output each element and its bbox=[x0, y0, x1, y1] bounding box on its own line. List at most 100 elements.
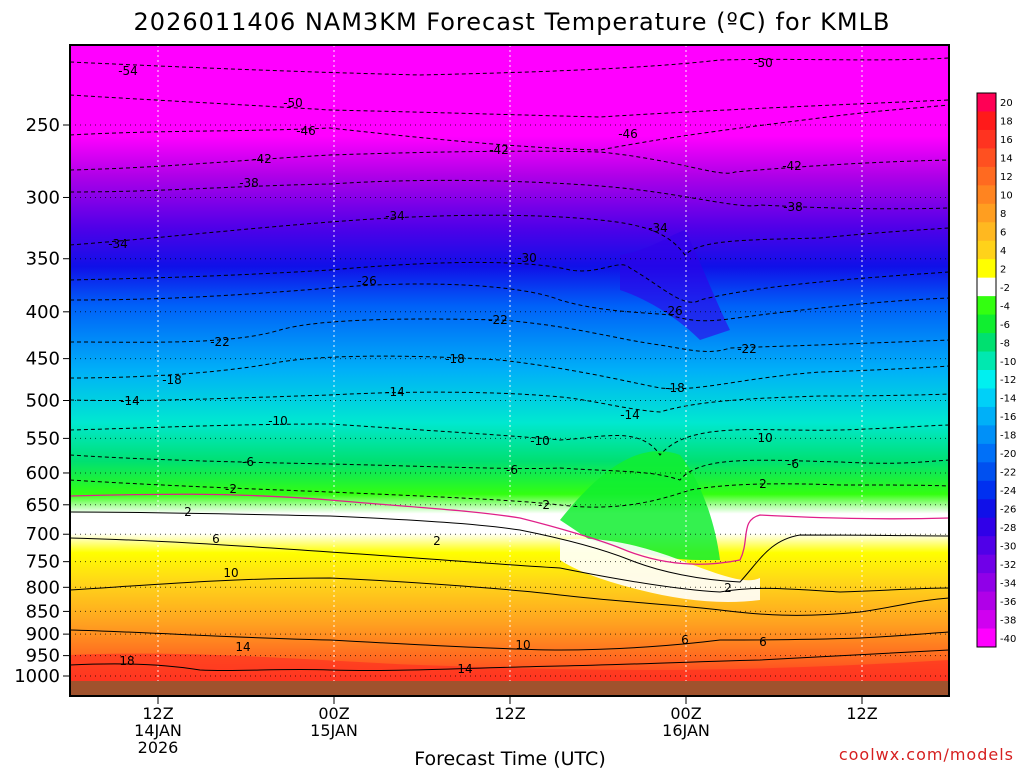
contour-label: -2 bbox=[225, 482, 237, 496]
contour-label: -34 bbox=[108, 237, 128, 251]
contour-label: -22 bbox=[737, 342, 757, 356]
chart-title: 2026011406 NAM3KM Forecast Temperature (… bbox=[134, 8, 891, 36]
contour-label: -22 bbox=[210, 335, 230, 349]
colorbar-label: -34 bbox=[1000, 578, 1016, 589]
x-tick-label: 12Z bbox=[846, 704, 877, 723]
contour-label: 6 bbox=[212, 532, 220, 546]
x-tick-label: 00Z bbox=[318, 704, 349, 723]
colorbar-label: -10 bbox=[1000, 357, 1016, 368]
y-tick-label: 650 bbox=[26, 495, 60, 516]
contour-label: -30 bbox=[517, 251, 537, 265]
colorbar-label: -14 bbox=[1000, 394, 1016, 405]
x-tick-label: 00Z bbox=[670, 704, 701, 723]
colorbar-label: -36 bbox=[1000, 597, 1016, 608]
y-axis-ticks: 2503003504004505005506006507007508008509… bbox=[14, 115, 70, 687]
colorbar-label: -40 bbox=[1000, 634, 1016, 645]
isotherm-p2 bbox=[70, 511, 949, 583]
y-tick-label: 750 bbox=[26, 552, 60, 573]
colorbar-swatch bbox=[977, 93, 996, 112]
colorbar-label: -20 bbox=[1000, 449, 1016, 460]
credit-text: coolwx.com/models bbox=[839, 745, 1014, 764]
y-tick-label: 450 bbox=[26, 349, 60, 370]
isotherm-m18 bbox=[70, 355, 949, 390]
colorbar-label: 18 bbox=[1000, 117, 1013, 128]
contour-label: 18 bbox=[119, 654, 134, 668]
contour-label: -6 bbox=[506, 463, 518, 477]
contour-label: -14 bbox=[120, 394, 140, 408]
contour-label: -18 bbox=[445, 352, 465, 366]
y-tick-label: 500 bbox=[26, 391, 60, 412]
contour-label: -38 bbox=[239, 176, 259, 190]
colorbar-swatch bbox=[977, 203, 996, 223]
colorbar-frame bbox=[976, 92, 997, 648]
isotherm-p10 bbox=[70, 577, 949, 616]
colorbar-label: -28 bbox=[1000, 523, 1016, 534]
contour-label: -22 bbox=[488, 313, 508, 327]
y-tick-label: 600 bbox=[26, 463, 60, 484]
contour-label: -14 bbox=[385, 385, 405, 399]
colorbar-label: 8 bbox=[1000, 209, 1006, 220]
colorbar-label: 20 bbox=[1000, 98, 1013, 109]
contour-label: -50 bbox=[753, 56, 773, 70]
contour-label: 14 bbox=[235, 640, 250, 654]
isotherm-m30 bbox=[70, 261, 949, 303]
colorbar-swatch bbox=[977, 259, 996, 279]
ground-surface bbox=[70, 681, 949, 696]
colorbar-label: 14 bbox=[1000, 154, 1013, 165]
contour-label: -46 bbox=[296, 124, 316, 138]
x-tick-label: 15JAN bbox=[310, 721, 358, 740]
contour-label: 14 bbox=[457, 662, 472, 676]
y-tick-label: 400 bbox=[26, 302, 60, 323]
colorbar-swatch bbox=[977, 111, 996, 131]
contour-label: -26 bbox=[357, 274, 377, 288]
plot-area: -54 -50 -50 -46 -46 -42 -42 -42 -38 -38 -34 -34 -34 -… bbox=[70, 45, 949, 696]
colorbar: 20 18 16 14 12 10 8 6 4 2 -2 -4 -6 -8 -10 -12 -14 -16 -18 -… bbox=[976, 92, 1016, 648]
contour-label: 10 bbox=[223, 566, 238, 580]
contour-label: -26 bbox=[663, 304, 683, 318]
isotherm-p18 bbox=[70, 649, 949, 672]
colorbar-swatch bbox=[977, 425, 996, 445]
contour-label: -34 bbox=[385, 209, 405, 223]
colorbar-label: -30 bbox=[1000, 541, 1016, 552]
colorbar-swatch bbox=[977, 499, 996, 519]
y-tick-label: 1000 bbox=[14, 666, 60, 687]
isotherm-m42 bbox=[70, 150, 949, 174]
isotherm-m10 bbox=[70, 423, 949, 456]
isotherm-p14 bbox=[70, 629, 949, 651]
colorbar-swatch bbox=[977, 591, 996, 611]
contour-label: -2 bbox=[538, 498, 550, 512]
colorbar-label: 12 bbox=[1000, 172, 1013, 183]
colorbar-swatch bbox=[977, 480, 996, 500]
x-axis-label: Forecast Time (UTC) bbox=[414, 748, 605, 768]
isotherms-solid bbox=[70, 511, 949, 672]
colorbar-label: -38 bbox=[1000, 615, 1016, 626]
y-tick-label: 800 bbox=[26, 577, 60, 598]
colorbar-swatch bbox=[977, 222, 996, 242]
x-tick-label: 12Z bbox=[494, 704, 525, 723]
colorbar-swatch bbox=[977, 610, 996, 630]
colorbar-label: -26 bbox=[1000, 505, 1016, 516]
contour-label: -18 bbox=[665, 381, 685, 395]
contour-label: -34 bbox=[648, 221, 668, 235]
isotherm-m26 bbox=[70, 283, 949, 322]
colorbar-swatch bbox=[977, 296, 996, 316]
contour-label: -42 bbox=[782, 159, 802, 173]
contour-label: 2 bbox=[759, 477, 767, 491]
isotherm-m14 bbox=[70, 391, 949, 413]
x-tick-label: 14JAN bbox=[134, 721, 182, 740]
y-tick-label: 550 bbox=[26, 428, 60, 449]
colorbar-label: -2 bbox=[1000, 283, 1010, 294]
isotherm-m22 bbox=[70, 318, 949, 352]
colorbar-swatch bbox=[977, 554, 996, 574]
y-tick-label: 850 bbox=[26, 601, 60, 622]
contour-label: 6 bbox=[759, 635, 767, 649]
contour-label: -18 bbox=[162, 373, 182, 387]
colorbar-label: -24 bbox=[1000, 486, 1016, 497]
colorbar-swatch bbox=[977, 314, 996, 334]
y-tick-label: 300 bbox=[26, 187, 60, 208]
colorbar-swatch bbox=[977, 185, 996, 205]
isotherm-m50 bbox=[70, 94, 949, 118]
contour-label: -10 bbox=[753, 431, 773, 445]
colorbar-swatch bbox=[977, 517, 996, 537]
